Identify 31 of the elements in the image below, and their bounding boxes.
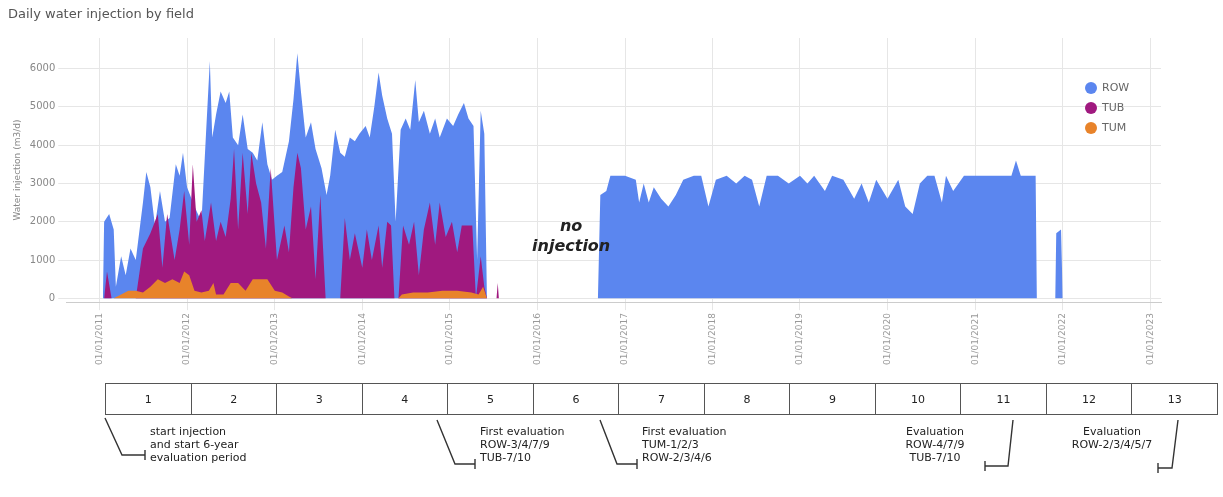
text: start injection and start 6-year evaluation period (150, 425, 248, 464)
x-tick-label: 01/01/2023 (1144, 313, 1155, 365)
period-strip: 1 2 3 4 5 6 7 8 9 10 11 12 13 (105, 383, 1218, 415)
legend-label: ROW (1102, 80, 1130, 94)
x-tick-label: 01/01/2020 (881, 312, 892, 365)
x-tick-label: 01/01/2018 (706, 312, 717, 365)
y-tick-label: 2000 (29, 215, 56, 227)
y-tick-label: 4000 (29, 138, 56, 150)
x-tick-label: 01/01/2019 (794, 312, 805, 365)
y-tick-label: 0 (48, 291, 56, 303)
x-tick-label: 01/01/2022 (1057, 313, 1068, 365)
legend-label: TUB (1101, 100, 1125, 114)
x-tick-label: 01/01/2011 (93, 313, 104, 365)
y-tick-label: 3000 (29, 177, 56, 189)
y-tick-label: 6000 (29, 62, 56, 74)
chart-title: Daily water injection by field (8, 5, 194, 21)
y-axis-title: Water injection (m3/d) (11, 119, 22, 221)
y-tick-label: 1000 (29, 253, 56, 265)
x-tick-label: 01/01/2021 (969, 313, 980, 365)
text: First evaluation TUM-1/2/3 ROW-2/3/4/6 (642, 425, 728, 464)
text: Evaluation ROW-2/3/4/5/7 (1070, 425, 1154, 451)
x-tick-label: 01/01/2013 (269, 313, 280, 365)
x-tick-label: 01/01/2012 (181, 313, 192, 365)
legend-label: TUM (1101, 120, 1127, 134)
x-tick-label: 01/01/2016 (531, 312, 542, 365)
x-tick-label: 01/01/2015 (444, 313, 455, 365)
text: Evaluation ROW-4/7/9 TUB-7/10 (904, 425, 966, 464)
y-tick-label: 5000 (29, 100, 56, 112)
x-tick-label: 01/01/2014 (356, 312, 367, 365)
x-tick-label: 01/01/2017 (619, 313, 630, 365)
text: First evaluation ROW-3/4/7/9 TUB-7/10 (480, 425, 566, 464)
